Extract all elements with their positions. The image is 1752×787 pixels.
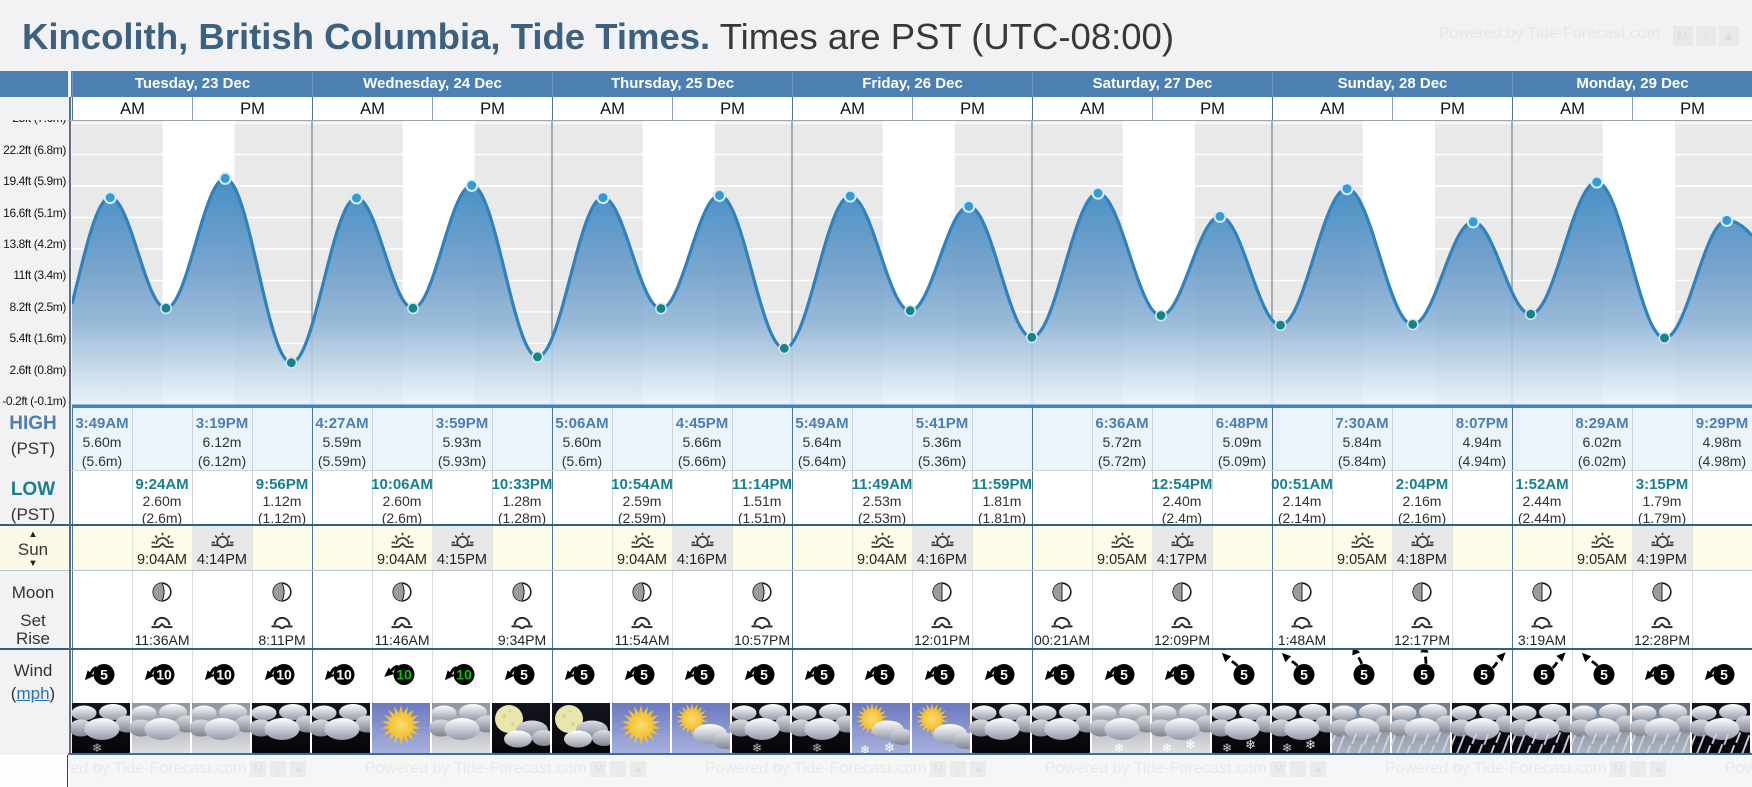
svg-text:10: 10 bbox=[456, 667, 472, 683]
svg-text:5: 5 bbox=[640, 667, 648, 683]
svg-text:5: 5 bbox=[520, 667, 528, 683]
svg-text:5: 5 bbox=[1720, 667, 1728, 683]
svg-text:5: 5 bbox=[1180, 667, 1188, 683]
svg-text:5: 5 bbox=[1540, 667, 1548, 683]
svg-text:10: 10 bbox=[396, 667, 412, 683]
svg-text:5: 5 bbox=[940, 667, 948, 683]
svg-text:❄: ❄ bbox=[1162, 741, 1172, 755]
svg-text:10: 10 bbox=[216, 667, 232, 683]
svg-text:❄: ❄ bbox=[92, 741, 102, 755]
svg-text:5: 5 bbox=[1000, 667, 1008, 683]
svg-text:5: 5 bbox=[1600, 667, 1608, 683]
svg-text:5: 5 bbox=[1480, 667, 1488, 683]
svg-text:❄: ❄ bbox=[752, 741, 762, 755]
svg-text:5: 5 bbox=[880, 667, 888, 683]
svg-text:5: 5 bbox=[820, 667, 828, 683]
svg-text:❄: ❄ bbox=[1282, 741, 1292, 755]
svg-text:5: 5 bbox=[1120, 667, 1128, 683]
svg-text:5: 5 bbox=[1360, 667, 1368, 683]
svg-text:5: 5 bbox=[1300, 667, 1308, 683]
svg-text:❄: ❄ bbox=[1305, 737, 1316, 752]
svg-text:5: 5 bbox=[760, 667, 768, 683]
svg-text:5: 5 bbox=[1420, 667, 1428, 683]
svg-text:5: 5 bbox=[100, 667, 108, 683]
svg-text:5: 5 bbox=[700, 667, 708, 683]
svg-text:❄: ❄ bbox=[1185, 737, 1196, 752]
svg-text:❄: ❄ bbox=[860, 743, 870, 755]
svg-text:10: 10 bbox=[336, 667, 352, 683]
svg-text:10: 10 bbox=[156, 667, 172, 683]
svg-text:❄: ❄ bbox=[884, 740, 895, 755]
svg-text:❄: ❄ bbox=[1245, 737, 1256, 752]
svg-text:❄: ❄ bbox=[1222, 741, 1232, 755]
svg-text:10: 10 bbox=[276, 667, 292, 683]
svg-text:5: 5 bbox=[580, 667, 588, 683]
svg-text:❄: ❄ bbox=[1114, 741, 1124, 755]
svg-text:❄: ❄ bbox=[812, 741, 822, 755]
svg-text:5: 5 bbox=[1240, 667, 1248, 683]
svg-text:5: 5 bbox=[1660, 667, 1668, 683]
svg-text:5: 5 bbox=[1060, 667, 1068, 683]
